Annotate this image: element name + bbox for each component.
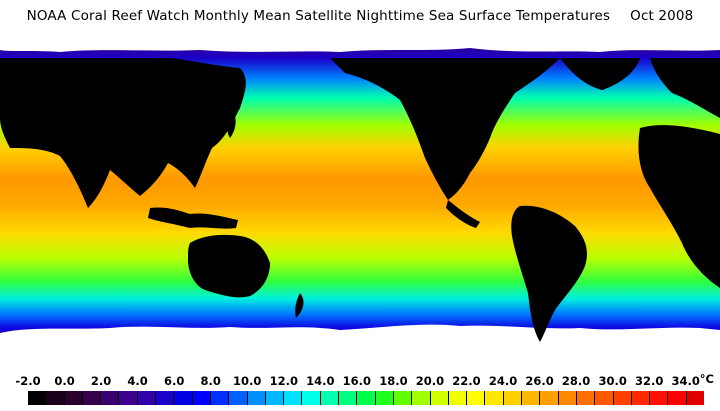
- land-new-zealand: [295, 293, 304, 318]
- colorbar-swatch: [247, 391, 266, 405]
- colorbar-tick-label: 6.0: [163, 374, 185, 388]
- colorbar-swatch: [522, 391, 541, 405]
- colorbar-swatch: [595, 391, 614, 405]
- colorbar-tick-label: 20.0: [415, 374, 445, 388]
- colorbar-tick-label: 28.0: [561, 374, 591, 388]
- colorbar-swatch: [28, 391, 47, 405]
- land-japan: [227, 110, 236, 138]
- land-australia: [188, 234, 270, 298]
- land-eurasia: [0, 58, 246, 208]
- colorbar-swatch: [284, 391, 303, 405]
- title-text: NOAA Coral Reef Watch Monthly Mean Satel…: [26, 8, 611, 24]
- colorbar-swatch: [156, 391, 175, 405]
- sea-surface-temperature-map: [0, 38, 720, 372]
- colorbar-swatch: [613, 391, 632, 405]
- colorbar-swatch: [137, 391, 157, 405]
- temperature-unit: °C: [699, 372, 714, 386]
- land-south-america: [511, 205, 587, 342]
- colorbar-tick-label: 34.0: [671, 374, 700, 388]
- colorbar-swatch: [64, 391, 83, 405]
- colorbar-swatch: [375, 391, 394, 405]
- colorbar-tick-label: 24.0: [488, 374, 518, 388]
- colorbar-swatch: [448, 391, 468, 405]
- land-central-america: [446, 200, 480, 228]
- colorbar-swatch: [302, 391, 321, 405]
- colorbar-swatch: [558, 391, 577, 405]
- colorbar-swatch: [430, 391, 449, 405]
- colorbar-swatch: [339, 391, 358, 405]
- colorbar-tick-label: 12.0: [269, 374, 298, 388]
- colorbar-tick-label: 32.0: [635, 374, 664, 388]
- colorbar-swatch: [192, 391, 211, 405]
- colorbar-swatch: [485, 391, 504, 405]
- temperature-colorbar: [28, 391, 704, 405]
- arctic-ice: [0, 38, 720, 52]
- land-africa: [638, 125, 720, 288]
- land-north-america: [330, 58, 560, 200]
- colorbar-tick-label: -2.0: [15, 374, 41, 388]
- colorbar-swatch: [229, 391, 248, 405]
- colorbar-swatch: [82, 391, 102, 405]
- land-indonesia: [148, 207, 238, 229]
- colorbar-swatch: [412, 391, 431, 405]
- colorbar-swatch: [174, 391, 193, 405]
- land-madagascar: [709, 244, 717, 278]
- colorbar-tick-label: 8.0: [200, 374, 221, 388]
- colorbar-tick-label: 18.0: [379, 374, 408, 388]
- colorbar-tick-label: 2.0: [90, 374, 112, 388]
- map-title: NOAA Coral Reef Watch Monthly Mean Satel…: [0, 8, 720, 24]
- colorbar-tick-label: 10.0: [233, 374, 262, 388]
- colorbar-swatch: [540, 391, 559, 405]
- colorbar-tick-label: 30.0: [598, 374, 627, 388]
- colorbar-swatch: [101, 391, 120, 405]
- colorbar-swatch: [393, 391, 413, 405]
- colorbar-swatch: [503, 391, 523, 405]
- colorbar-tick-label: 4.0: [127, 374, 148, 388]
- colorbar-swatch: [320, 391, 340, 405]
- colorbar-swatch: [210, 391, 230, 405]
- colorbar-swatch: [467, 391, 486, 405]
- colorbar-swatch: [265, 391, 285, 405]
- colorbar-tick-label: 22.0: [452, 374, 481, 388]
- colorbar-swatch: [357, 391, 376, 405]
- colorbar-swatch: [119, 391, 138, 405]
- colorbar-swatch: [686, 391, 704, 405]
- colorbar-tick-label: 26.0: [525, 374, 554, 388]
- colorbar-swatch: [576, 391, 596, 405]
- colorbar-tick-label: 0.0: [54, 374, 75, 388]
- land-greenland: [560, 58, 640, 90]
- land-europe-east: [650, 58, 720, 118]
- colorbar-swatch: [46, 391, 65, 405]
- colorbar-swatch: [668, 391, 687, 405]
- title-date: Oct 2008: [630, 8, 694, 24]
- antarctic-ice: [0, 324, 720, 372]
- colorbar-swatch: [650, 391, 669, 405]
- colorbar-tick-label: 16.0: [342, 374, 372, 388]
- colorbar-tick-labels: °C -2.0 0.0 2.0 4.0 6.0 8.0 10.0 12.0 14.0 16.0 18…: [0, 372, 720, 390]
- colorbar-tick-label: 14.0: [306, 374, 335, 388]
- colorbar-swatch: [631, 391, 651, 405]
